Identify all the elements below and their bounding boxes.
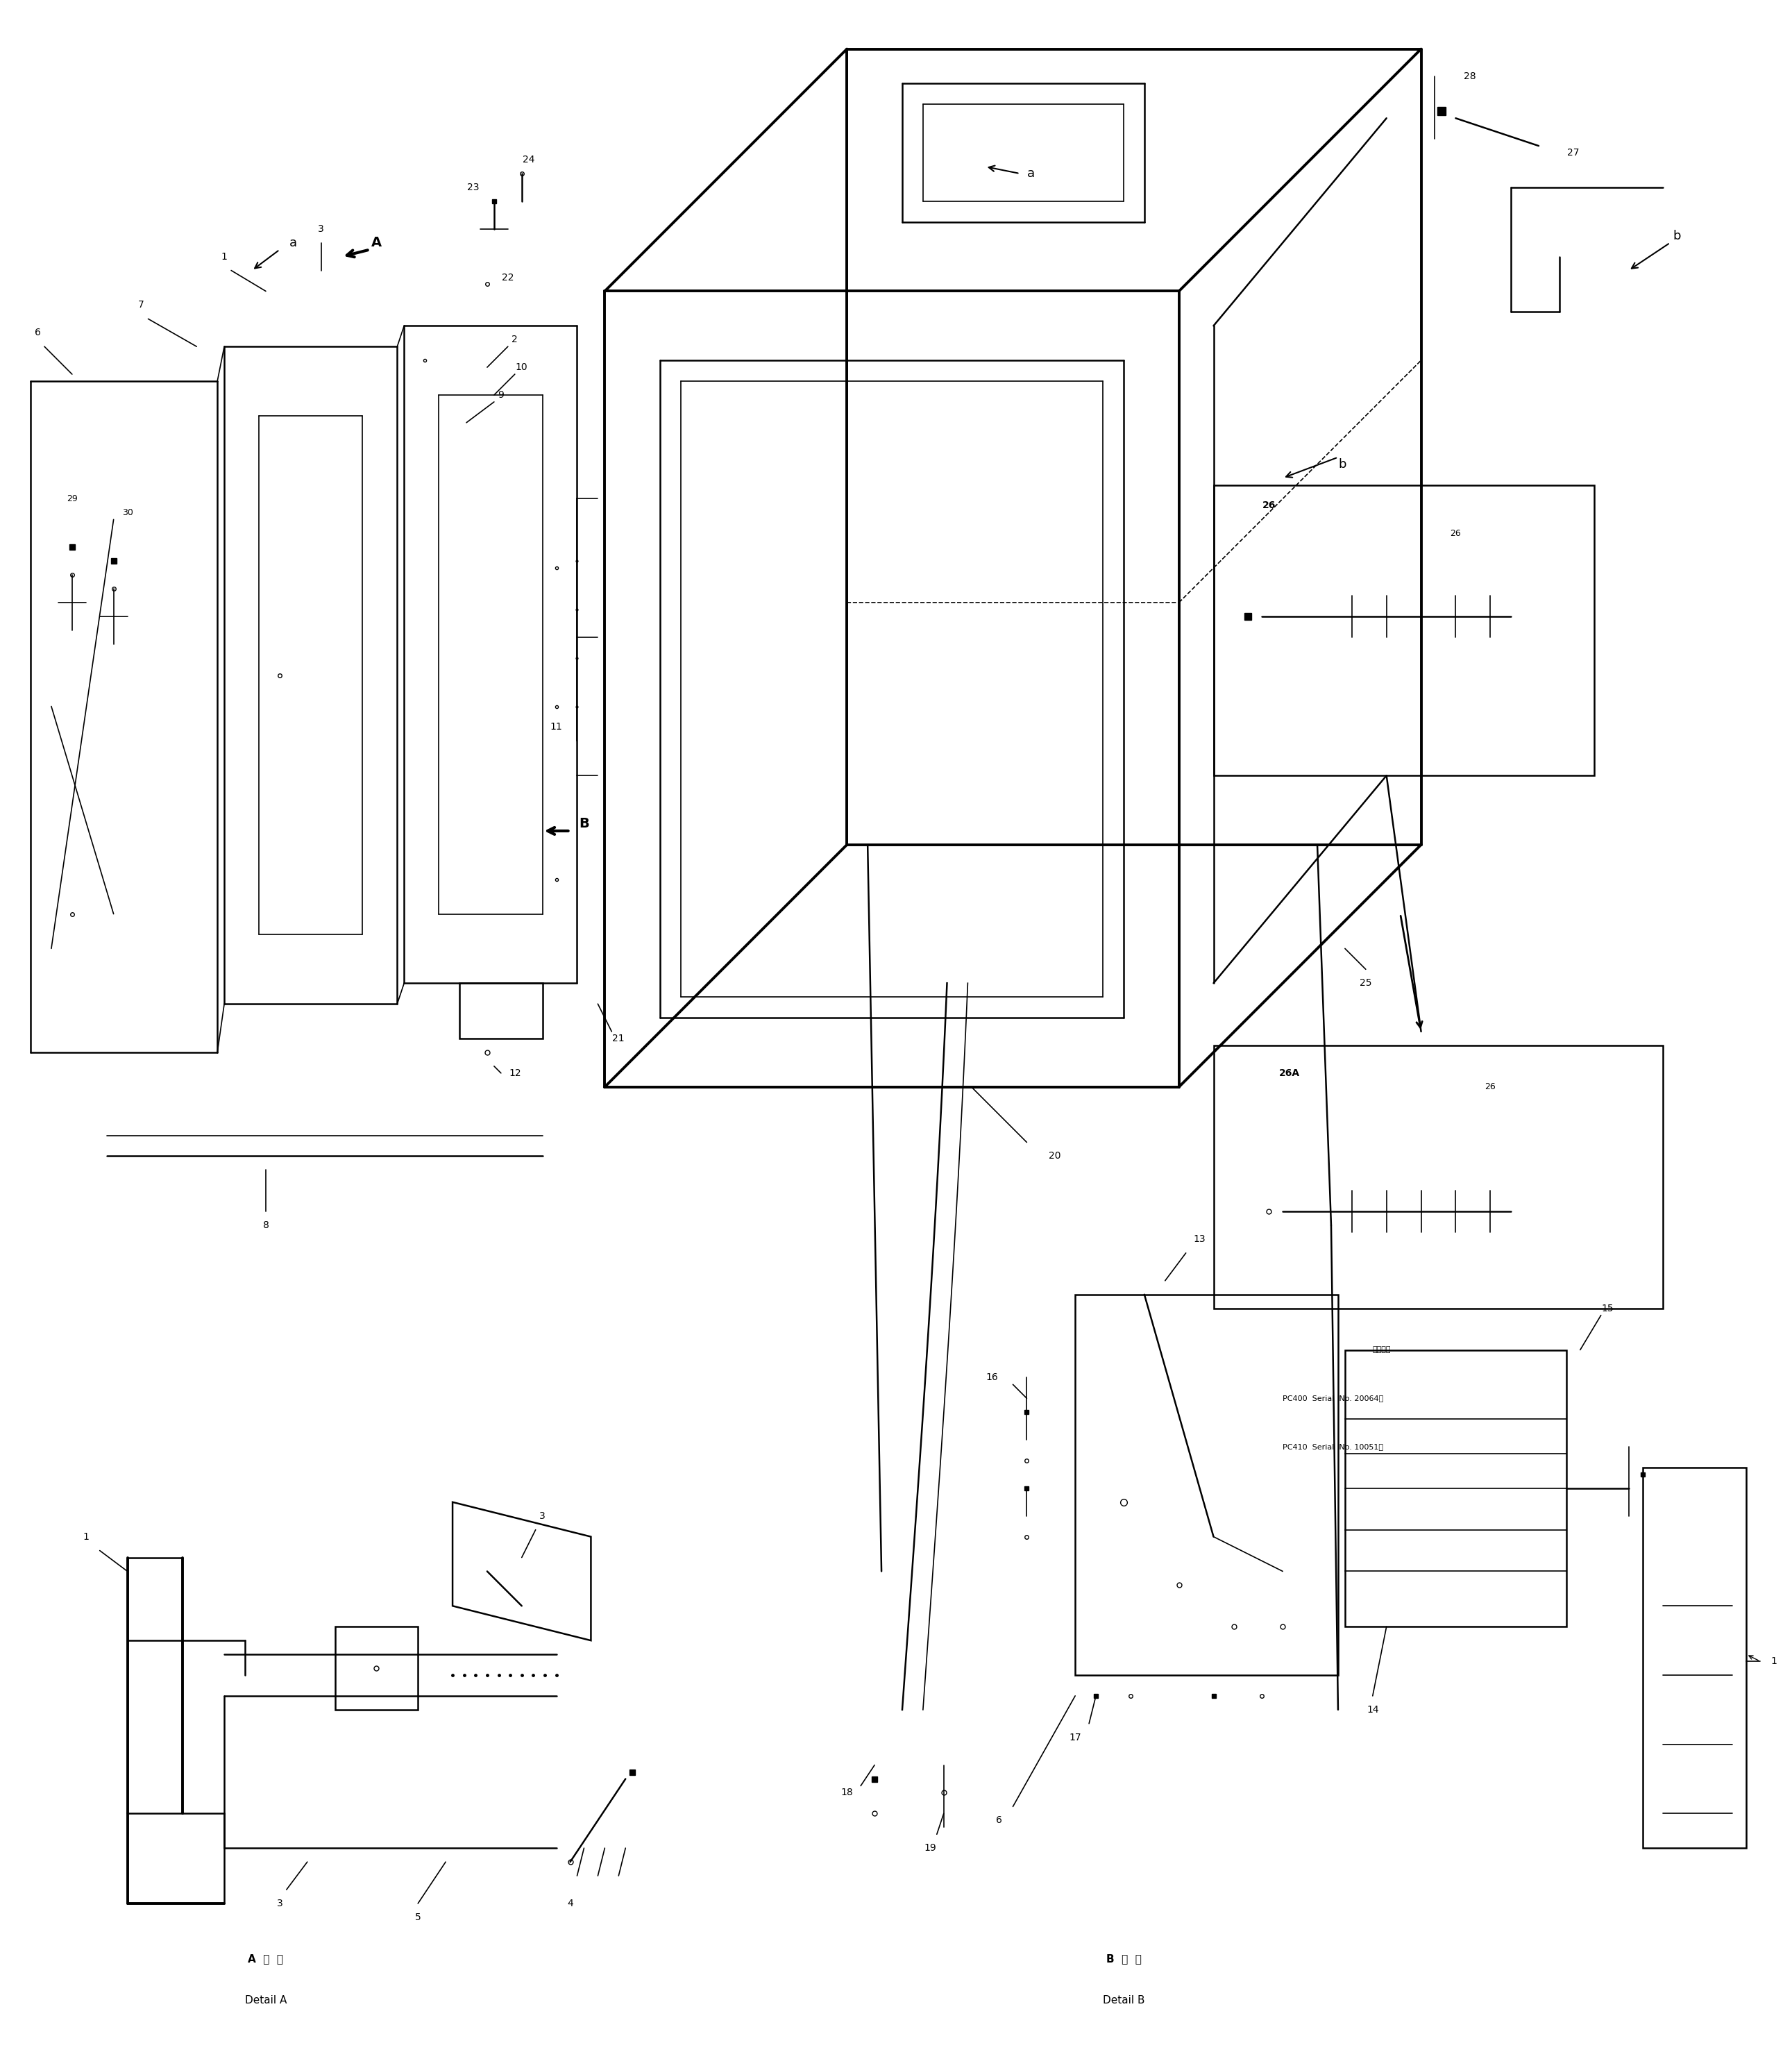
Bar [335,1627,418,1709]
Text: 27: 27 [1568,148,1579,159]
Text: 1: 1 [1770,1655,1778,1666]
Text: 12: 12 [509,1069,521,1079]
Text: 7: 7 [138,301,145,309]
Text: a: a [1027,167,1034,179]
Text: 18: 18 [840,1787,853,1798]
Text: 26: 26 [1450,529,1460,537]
Text: 26A: 26A [1279,1069,1299,1079]
Text: 13: 13 [1193,1233,1206,1244]
Text: 29: 29 [66,494,77,502]
Text: 28: 28 [1464,72,1475,82]
Text: B: B [579,817,590,830]
Text: 2: 2 [513,336,518,344]
Text: 26: 26 [1262,500,1276,511]
Text: 25: 25 [1360,978,1373,988]
Text: 17: 17 [1070,1732,1081,1742]
Text: Detail B: Detail B [1102,1995,1145,2005]
Text: 6: 6 [996,1816,1002,1824]
Text: B  詳  細: B 詳 細 [1106,1954,1142,1964]
Text: 19: 19 [923,1843,935,1853]
Text: 24: 24 [523,154,534,165]
Text: b: b [1339,457,1346,469]
Text: b: b [1674,229,1681,243]
Text: 1: 1 [82,1532,90,1542]
Text: 10: 10 [516,362,529,373]
Bar [1643,1468,1745,1849]
Text: 6: 6 [34,327,41,338]
Text: PC410  Serial  No. 10051～: PC410 Serial No. 10051～ [1283,1443,1383,1450]
Text: 適用号機: 適用号機 [1373,1347,1391,1353]
Text: Detail A: Detail A [246,1995,287,2005]
Text: 30: 30 [122,509,133,517]
Text: 23: 23 [468,183,480,191]
Text: 4: 4 [566,1898,573,1909]
Bar [1346,1351,1566,1627]
Text: 9: 9 [498,389,504,399]
Bar [459,982,543,1038]
Text: 22: 22 [502,272,514,282]
Bar [1213,1046,1663,1307]
Text: 26: 26 [1486,1083,1496,1091]
Text: 21: 21 [613,1034,625,1044]
Text: A: A [371,237,382,249]
Text: 8: 8 [263,1221,269,1229]
Text: 11: 11 [550,723,563,731]
Text: A  詳  細: A 詳 細 [247,1954,283,1964]
Text: 5: 5 [416,1913,421,1923]
Text: 3: 3 [319,224,324,235]
Text: PC400  Serial  No. 20064～: PC400 Serial No. 20064～ [1283,1394,1383,1402]
Text: a: a [290,237,297,249]
Bar [1075,1295,1339,1676]
Text: 14: 14 [1367,1705,1378,1715]
Text: 1: 1 [220,251,228,261]
Text: 20: 20 [1048,1151,1061,1161]
Text: 3: 3 [276,1898,283,1909]
Text: 3: 3 [539,1511,545,1522]
Text: 16: 16 [986,1373,998,1382]
Text: 15: 15 [1602,1303,1615,1314]
Bar [1213,486,1595,776]
